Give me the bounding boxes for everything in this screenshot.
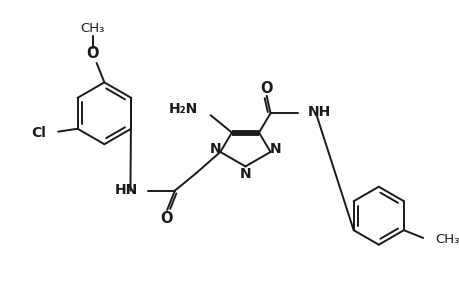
Text: N: N	[239, 167, 251, 181]
Text: O: O	[160, 211, 172, 226]
Text: O: O	[86, 46, 99, 61]
Text: HN: HN	[115, 183, 138, 196]
Text: CH₃: CH₃	[80, 22, 105, 35]
Text: N: N	[209, 142, 221, 156]
Text: O: O	[260, 81, 272, 96]
Text: H₂N: H₂N	[168, 102, 198, 116]
Text: NH: NH	[307, 105, 330, 119]
Text: CH₃: CH₃	[434, 233, 458, 246]
Text: N: N	[269, 142, 280, 156]
Text: Cl: Cl	[31, 126, 45, 140]
